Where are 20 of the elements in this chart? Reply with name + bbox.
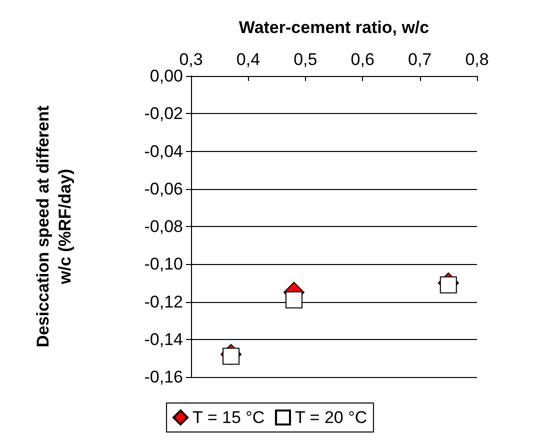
y-tick-label: -0,02 bbox=[144, 104, 183, 124]
point bbox=[285, 291, 302, 308]
y-tick-label: -0,04 bbox=[144, 142, 183, 161]
x-tick-label: 0,5 bbox=[294, 50, 318, 69]
legend-label: T = 20 °C bbox=[295, 408, 368, 427]
x-tick-label: 0,3 bbox=[179, 50, 203, 69]
x-tick-label: 0,8 bbox=[465, 50, 489, 69]
y-tick-label: -0,08 bbox=[144, 217, 183, 236]
x-tick-label: 0,7 bbox=[408, 50, 432, 69]
y-tick-label: -0,06 bbox=[144, 179, 183, 198]
y-tick-label: -0,12 bbox=[144, 292, 183, 312]
y-tick-label: -0,10 bbox=[144, 254, 183, 274]
x-tick-label: 0,6 bbox=[350, 50, 374, 69]
legend-label: T = 15 °C bbox=[192, 408, 265, 427]
y-tick-label: 0,00 bbox=[150, 66, 183, 86]
y-tick-label: -0,14 bbox=[144, 330, 183, 349]
x-tick-label: 0,4 bbox=[236, 50, 260, 69]
y-axis-title: Desiccation speed at different w/c (%RF/day) bbox=[34, 105, 74, 348]
x-axis-title: Water-cement ratio, w/c bbox=[238, 18, 430, 37]
y-tick-label: -0,16 bbox=[144, 368, 183, 386]
